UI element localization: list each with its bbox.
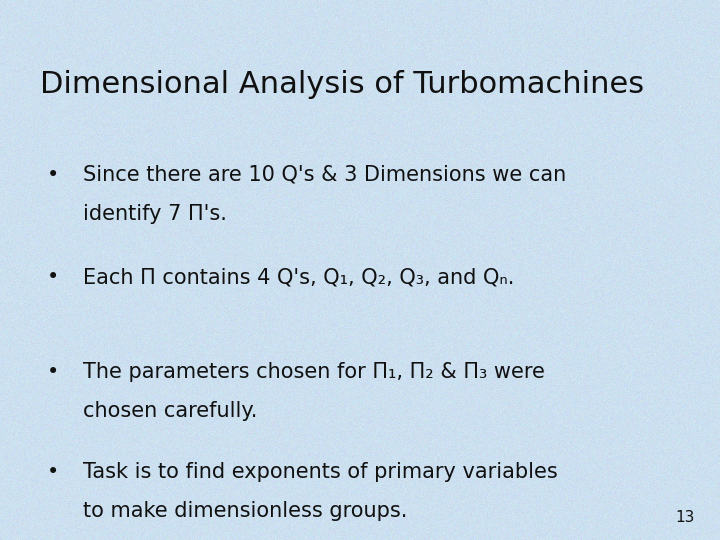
Text: •: • (47, 462, 59, 482)
Text: Each Π contains 4 Q's, Q₁, Q₂, Q₃, and Qₙ.: Each Π contains 4 Q's, Q₁, Q₂, Q₃, and Q… (83, 267, 514, 287)
Text: Task is to find exponents of primary variables: Task is to find exponents of primary var… (83, 462, 557, 482)
Text: 13: 13 (675, 510, 695, 525)
Text: identify 7 Π's.: identify 7 Π's. (83, 204, 227, 224)
Text: chosen carefully.: chosen carefully. (83, 401, 257, 421)
Text: to make dimensionless groups.: to make dimensionless groups. (83, 501, 408, 521)
Text: •: • (47, 165, 59, 185)
Text: The parameters chosen for Π₁, Π₂ & Π₃ were: The parameters chosen for Π₁, Π₂ & Π₃ we… (83, 362, 544, 382)
Text: Since there are 10 Q's & 3 Dimensions we can: Since there are 10 Q's & 3 Dimensions we… (83, 165, 566, 185)
Text: Dimensional Analysis of Turbomachines: Dimensional Analysis of Turbomachines (40, 70, 644, 99)
Text: •: • (47, 267, 59, 287)
Text: •: • (47, 362, 59, 382)
